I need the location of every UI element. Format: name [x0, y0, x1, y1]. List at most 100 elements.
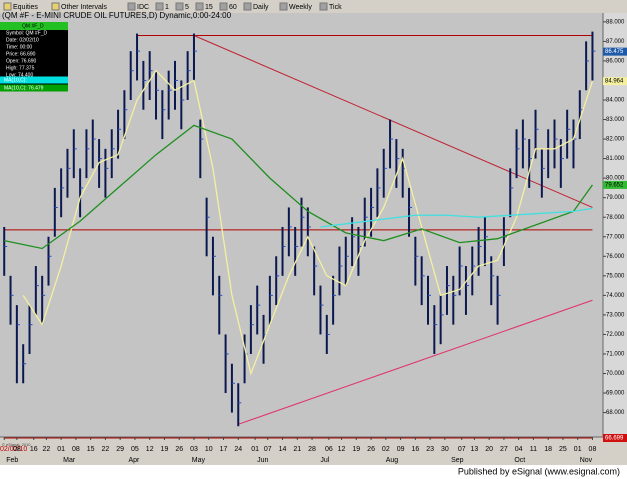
toolbar-button[interactable]: Equities	[13, 4, 38, 11]
y-tick-label: 70.000	[606, 371, 625, 377]
x-tick-label: 30	[441, 446, 449, 453]
toolbar-button[interactable]: Tick	[329, 4, 342, 11]
x-tick-label: 24	[234, 446, 242, 453]
toolbar-icon	[319, 2, 328, 11]
toolbar-icon	[243, 2, 252, 11]
month-label: Jun	[257, 457, 268, 464]
x-tick-label: 14	[279, 446, 287, 453]
study-label-bg	[0, 84, 68, 92]
x-tick-label: 28	[308, 446, 316, 453]
toolbar-button[interactable]: Other Intervals	[61, 4, 107, 11]
x-tick-label: 13	[470, 446, 478, 453]
x-tick-label: 01	[574, 446, 582, 453]
footer: Published by eSignal (www.esignal.com)	[458, 466, 620, 476]
price-label-bg	[603, 180, 627, 189]
trend-line	[238, 299, 593, 425]
toolbar-button[interactable]: 60	[229, 4, 237, 11]
y-tick-label: 77.000	[606, 234, 625, 240]
x-tick-label: 19	[161, 446, 169, 453]
toolbar-icon	[175, 2, 184, 11]
y-tick-label: 86.000	[606, 58, 625, 64]
price-label-bg	[603, 47, 627, 56]
plot	[3, 31, 596, 439]
study-label: MA(10,C): 76.479	[4, 85, 44, 91]
x-tick-label: 26	[175, 446, 183, 453]
y-tick-label: 69.000	[606, 391, 625, 397]
x-tick-label: 16	[30, 446, 38, 453]
y-tick-label: 72.000	[606, 332, 625, 338]
toolbar-button[interactable]: Daily	[253, 4, 269, 11]
y-tick-label: 79.000	[606, 195, 625, 201]
x-tick-label: 05	[131, 446, 139, 453]
x-tick-label: 03	[190, 446, 198, 453]
month-label: Aug	[386, 457, 399, 464]
x-tick-label: 09	[397, 446, 405, 453]
x-tick-label: 07	[458, 446, 466, 453]
toolbar-button[interactable]: 5	[185, 4, 189, 11]
x-tick-label: 12	[146, 446, 154, 453]
y-tick-label: 84.000	[606, 98, 625, 104]
toolbar-icon	[155, 2, 164, 11]
y-tick-label: 83.000	[606, 117, 625, 123]
x-tick-label: 18	[544, 446, 552, 453]
y-tick-label: 74.000	[606, 293, 625, 299]
x-tick-label: 08	[72, 446, 80, 453]
info-header	[0, 22, 68, 30]
x-tick-label: 27	[500, 446, 508, 453]
month-label: Feb	[6, 457, 18, 464]
x-tick-label: 19	[352, 446, 360, 453]
x-tick-label: 22	[42, 446, 50, 453]
y-tick-label: 88.000	[606, 19, 625, 25]
moving-average	[320, 207, 593, 228]
x-tick-label: 25	[559, 446, 567, 453]
month-label: Oct	[514, 457, 525, 464]
toolbar-button[interactable]: IDC	[137, 4, 149, 11]
x-tick-label: 08	[13, 446, 21, 453]
y-tick-label: 82.000	[606, 137, 625, 143]
y-tick-label: 80.000	[606, 176, 625, 182]
x-tick-label: 02/02/10	[0, 446, 27, 453]
x-tick-label: 01	[57, 446, 65, 453]
toolbar-icon	[195, 2, 204, 11]
price-label: 84.964	[605, 79, 624, 85]
y-tick-label: 68.000	[606, 410, 625, 416]
toolbar-button[interactable]: Weekly	[289, 4, 312, 11]
y-tick-label: 75.000	[606, 273, 625, 279]
toolbar-button[interactable]: 1	[165, 4, 169, 11]
toolbar-icon	[279, 2, 288, 11]
study-label: MA(10,C):	[4, 77, 27, 83]
month-label: May	[192, 457, 206, 464]
trend-line	[193, 35, 593, 208]
y-tick-label: 71.000	[606, 352, 625, 358]
info-row: Time: 00:00	[6, 44, 32, 50]
watermark: © eSignal, 2010	[2, 442, 31, 447]
x-tick-label: 15	[87, 446, 95, 453]
info-row: High: 77.375	[6, 65, 35, 71]
x-tick-label: 22	[102, 446, 110, 453]
info-row: Symbol: QM #F_D	[6, 30, 48, 36]
y-tick-label: 78.000	[606, 215, 625, 221]
x-tick-label: 17	[220, 446, 228, 453]
x-tick-label: 06	[325, 446, 333, 453]
x-tick-label: 16	[411, 446, 419, 453]
toolbar-icon	[219, 2, 228, 11]
time-axis	[0, 437, 627, 465]
x-tick-label: 08	[589, 446, 597, 453]
x-tick-label: 10	[205, 446, 213, 453]
price-label-bg	[603, 77, 627, 86]
x-tick-label: 23	[426, 446, 434, 453]
toolbar-icon	[127, 2, 136, 11]
chart-title: (QM #F - E-MINI CRUDE OIL FUTURES,D) Dyn…	[2, 11, 232, 20]
x-tick-label: 12	[338, 446, 346, 453]
x-tick-label: 04	[515, 446, 523, 453]
price-label: 66.699	[605, 436, 624, 442]
moving-average	[4, 124, 593, 250]
info-row: Price: 66.690	[6, 51, 36, 57]
y-tick-label: 73.000	[606, 312, 625, 318]
price-label: 79.652	[605, 183, 624, 189]
info-row: Open: 76.690	[6, 58, 37, 64]
toolbar-button[interactable]: 15	[205, 4, 213, 11]
info-row: Date: 02/02/10	[6, 37, 39, 43]
info-header-text: QM #F_D	[22, 23, 44, 29]
